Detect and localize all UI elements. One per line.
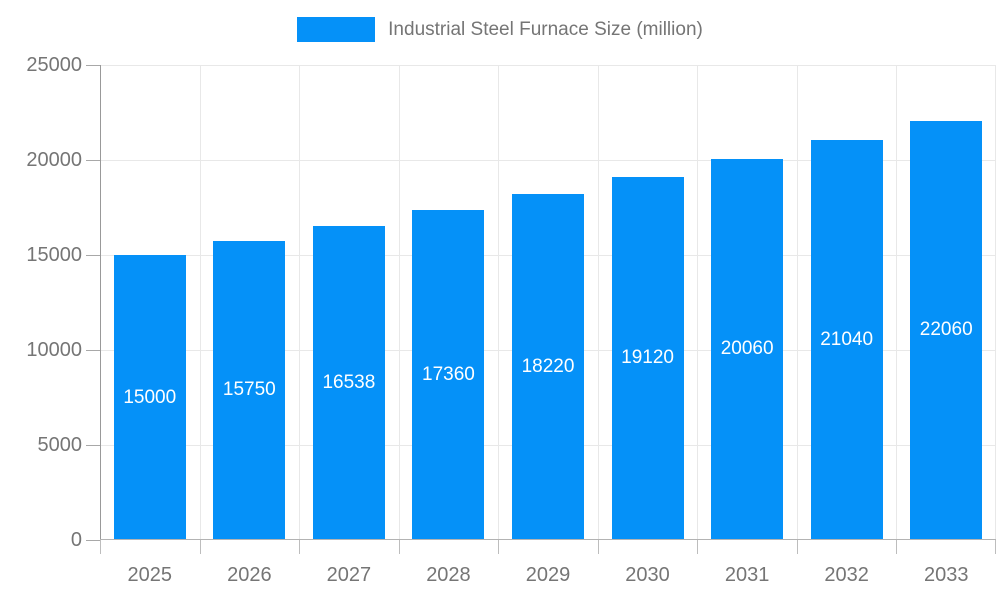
- x-tick-6: [697, 540, 699, 554]
- y-tick-15000: [86, 254, 100, 256]
- x-tick-label-2028: 2028: [426, 564, 471, 586]
- y-tick-label-0: 0: [70, 529, 82, 551]
- bar-2026: [213, 240, 286, 540]
- legend-swatch: [297, 17, 376, 42]
- bar-2029: [512, 193, 584, 540]
- x-tick-3: [398, 540, 400, 554]
- y-tick-10000: [86, 349, 100, 351]
- x-tick-7: [796, 540, 798, 554]
- x-tick-label-2025: 2025: [127, 564, 173, 586]
- y-tick-label-10000: 10000: [26, 339, 82, 361]
- bar-value-label-2032: 21040: [820, 329, 874, 351]
- x-tick-4: [498, 540, 500, 554]
- bar-2033: [910, 120, 983, 540]
- x-tick-8: [896, 540, 898, 554]
- y-tick-label-15000: 15000: [26, 244, 82, 266]
- bar-2031: [711, 158, 784, 540]
- chart-legend: Industrial Steel Furnace Size (million): [0, 17, 1000, 42]
- y-tick-25000: [86, 64, 100, 66]
- bar-value-label-2031: 20060: [720, 338, 774, 360]
- bar-value-label-2028: 17360: [422, 364, 475, 386]
- y-tick-5000: [86, 444, 100, 446]
- gridline-x-8: [896, 65, 898, 540]
- gridline-y-25000: [100, 64, 996, 66]
- bar-value-label-2029: 18220: [521, 355, 575, 377]
- x-tick-5: [597, 540, 599, 554]
- x-tick-label-2026: 2026: [227, 564, 272, 586]
- gridline-x-3: [398, 65, 400, 540]
- gridline-x-5: [597, 65, 599, 540]
- y-axis-line: [100, 65, 101, 540]
- bar-value-label-2033: 22060: [919, 319, 973, 341]
- y-tick-20000: [86, 159, 100, 161]
- gridline-x-9: [995, 65, 996, 540]
- gridline-x-7: [796, 65, 798, 540]
- plot-area: 15000 15750 16538 17360 18220 19120 20060 21040…: [100, 64, 996, 540]
- gridline-x-4: [498, 65, 500, 540]
- y-tick-label-20000: 20000: [26, 149, 82, 171]
- gridline-y-20000: [100, 159, 996, 161]
- bar-value-label-2030: 19120: [621, 347, 674, 369]
- legend-label: Industrial Steel Furnace Size (million): [388, 18, 703, 40]
- bar-2025: [113, 255, 186, 540]
- x-tick-label-2029: 2029: [525, 564, 571, 586]
- y-tick-label-5000: 5000: [37, 434, 83, 456]
- x-tick-label-2032: 2032: [824, 564, 869, 586]
- bar-2028: [412, 210, 485, 540]
- gridline-x-1: [199, 65, 201, 540]
- x-tick-2: [299, 540, 301, 554]
- bar-value-label-2027: 16538: [322, 371, 376, 393]
- x-tick-label-2033: 2033: [923, 564, 969, 586]
- x-tick-0: [100, 540, 101, 554]
- bar-2027: [312, 225, 385, 540]
- y-tick-0: [86, 539, 100, 541]
- y-tick-label-25000: 25000: [26, 54, 82, 76]
- gridline-x-6: [697, 65, 699, 540]
- bar-value-label-2025: 15000: [123, 386, 177, 408]
- bar-2030: [611, 176, 684, 540]
- bar-value-label-2026: 15750: [222, 379, 276, 401]
- x-tick-label-2027: 2027: [326, 564, 372, 586]
- x-tick-label-2030: 2030: [625, 564, 670, 586]
- x-tick-1: [199, 540, 201, 554]
- x-axis-line: [100, 539, 996, 540]
- x-tick-label-2031: 2031: [724, 564, 770, 586]
- gridline-x-2: [299, 65, 301, 540]
- bar-2032: [810, 140, 883, 540]
- x-tick-9: [995, 540, 996, 554]
